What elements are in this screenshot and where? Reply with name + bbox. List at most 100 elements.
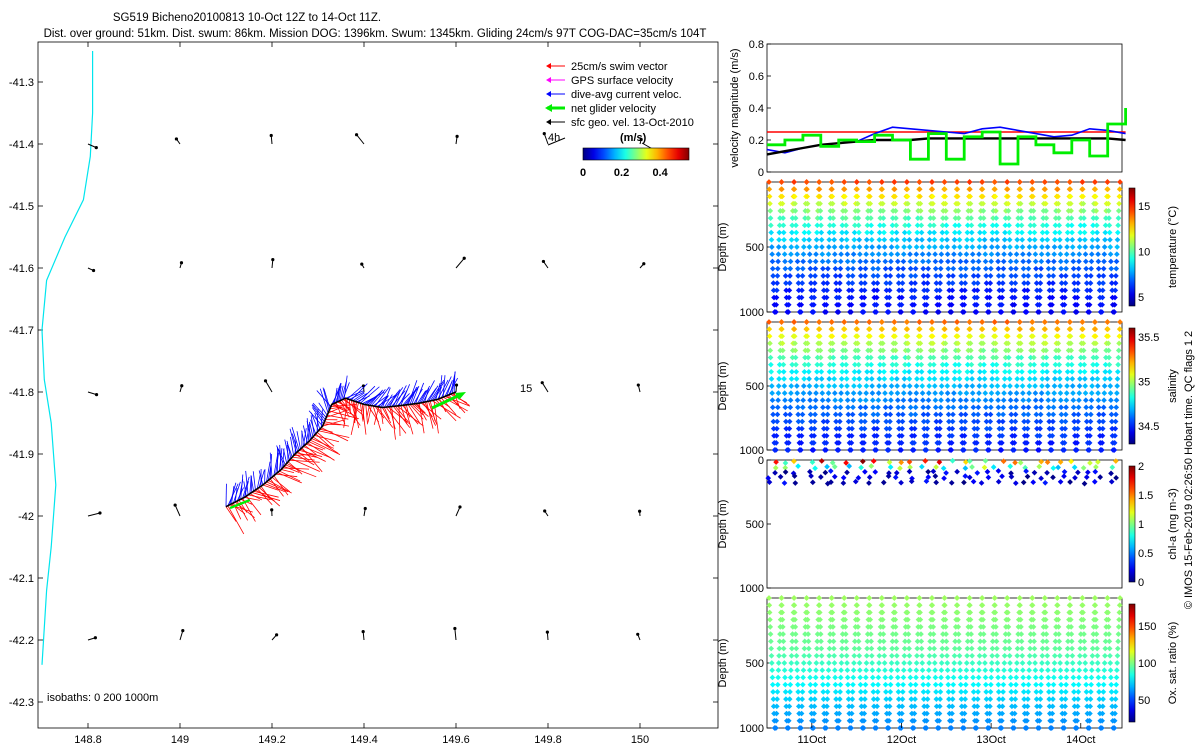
salinity-point: [804, 326, 810, 332]
temperature-point: [767, 215, 774, 221]
salinity-point: [981, 361, 987, 368]
salinity-point: [1112, 425, 1119, 432]
salinity-point: [788, 383, 795, 389]
swim-vector: [260, 486, 270, 498]
chl-point: [925, 474, 932, 480]
chl-point: [1008, 473, 1015, 480]
temperature-point: [1076, 251, 1083, 258]
temperature-point: [1067, 193, 1074, 200]
salinity-point: [786, 418, 793, 425]
oxygen-point: [1049, 703, 1056, 710]
oxygen-point: [794, 660, 800, 666]
oxygen-point: [1116, 616, 1122, 623]
salinity-point: [768, 376, 775, 382]
temperature-point: [996, 280, 1002, 286]
salinity-point: [848, 440, 855, 446]
temperature-point: [1061, 301, 1068, 308]
oxygen-point: [906, 660, 913, 666]
oxygen-point: [778, 595, 785, 601]
temperature-point: [1020, 265, 1027, 272]
chl-point: [862, 468, 868, 475]
oxygen-point: [1065, 631, 1072, 637]
salinity-point: [1062, 418, 1069, 425]
temperature-point: [1027, 215, 1034, 221]
temperature-point: [1080, 193, 1086, 200]
oxygen-point: [856, 652, 863, 659]
temperature-point: [1083, 265, 1089, 272]
oxygen-point: [863, 660, 870, 666]
temperature-point: [825, 265, 831, 272]
salinity-point: [1031, 368, 1038, 375]
oxygen-point: [775, 667, 782, 674]
oxygen-point: [946, 703, 953, 710]
salinity-point: [920, 397, 926, 404]
chlorophyll-ylabel: Depth (m): [717, 500, 729, 549]
temperature-point: [1114, 229, 1121, 236]
temperature-point: [963, 251, 970, 258]
oxygen-point: [999, 717, 1005, 724]
swim-vector: [362, 404, 365, 421]
temperature-point: [914, 229, 921, 236]
salinity-point: [862, 418, 868, 425]
chl-point: [995, 468, 1002, 474]
oxygen-point: [1090, 638, 1096, 645]
oxygen-point: [876, 660, 882, 666]
salinity-point: [844, 397, 851, 404]
temperature-point: [957, 265, 964, 272]
velocity-ytick-label: 0.4: [749, 103, 764, 115]
oxygen-point: [1048, 725, 1055, 731]
salinity-point: [839, 354, 846, 361]
oxygen-point: [952, 631, 959, 637]
oxygen-point: [1043, 624, 1049, 630]
oxygen-point: [1005, 616, 1011, 623]
swim-vectors: [225, 392, 471, 535]
geo-arrow: [179, 384, 184, 393]
temperature-point: [1025, 280, 1031, 286]
salinity-point: [1093, 354, 1100, 361]
oxygen-point: [902, 631, 909, 637]
dac-vector: [391, 390, 406, 407]
temperature-point: [807, 265, 814, 272]
salinity-point: [823, 440, 830, 446]
temperature-point: [861, 294, 868, 301]
salinity-point: [791, 326, 798, 332]
temperature-point: [918, 229, 925, 236]
temperature-point: [1015, 215, 1021, 221]
chl-point: [855, 475, 862, 481]
dac-vector: [358, 385, 376, 403]
oxygen-point: [805, 624, 811, 630]
temperature-point: [1076, 244, 1083, 250]
salinity-point: [783, 418, 789, 425]
salinity-point: [924, 418, 931, 425]
temperature-point: [1115, 215, 1122, 221]
chl-point: [1075, 469, 1081, 476]
salinity-point: [825, 404, 831, 411]
temperature-point: [795, 287, 802, 294]
chl-point: [792, 480, 799, 486]
salinity-point: [1082, 390, 1089, 396]
chl-point: [766, 479, 773, 485]
temperature-point: [780, 222, 787, 229]
salinity-point: [1055, 333, 1061, 340]
temperature-point: [1068, 208, 1074, 214]
salinity-point: [1024, 425, 1031, 432]
chl-point: [898, 479, 904, 486]
temperature-point: [892, 208, 899, 214]
oxygen-point: [781, 667, 788, 674]
dac-vector: [349, 391, 365, 400]
temperature-point: [1087, 280, 1094, 286]
salinity-point: [917, 333, 923, 340]
salinity-point: [774, 418, 780, 425]
temperature-point: [944, 251, 951, 258]
salinity-point: [788, 390, 794, 396]
oxygen-point: [1017, 602, 1023, 609]
salinity-point: [801, 368, 808, 375]
salinity-point: [1008, 418, 1015, 425]
chl-point: [893, 470, 900, 476]
oxygen-point: [981, 652, 988, 659]
temperature-point: [832, 265, 839, 272]
oxygen-point: [836, 696, 843, 702]
dac-vector: [424, 387, 430, 403]
salinity-point: [782, 411, 789, 418]
chl-point: [907, 464, 913, 471]
